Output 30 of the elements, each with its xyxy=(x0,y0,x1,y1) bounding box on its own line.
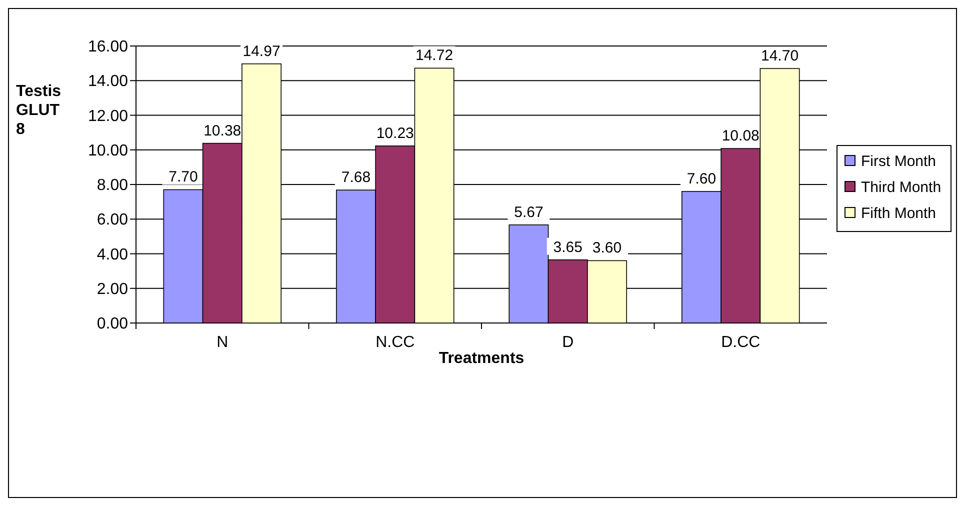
data-label: 10.38 xyxy=(204,122,242,140)
data-label: 7.60 xyxy=(686,170,716,188)
x-tick-label: D xyxy=(562,334,574,351)
data-label: 14.70 xyxy=(761,48,799,65)
x-tick-label: N xyxy=(216,334,228,351)
y-tick-label: 14.00 xyxy=(88,73,128,90)
data-label: 3.60 xyxy=(592,240,622,257)
legend-label: Third Month xyxy=(861,178,942,196)
data-label: 14.97 xyxy=(242,42,280,60)
y-tick-label: 2.00 xyxy=(96,280,128,298)
y-tick-label: 12.00 xyxy=(88,108,128,125)
legend-label: First Month xyxy=(861,152,936,170)
data-label: 7.68 xyxy=(341,169,371,186)
legend-label: Fifth Month xyxy=(861,204,936,222)
y-tick-label: 16.00 xyxy=(88,38,128,56)
x-axis-title: Treatments xyxy=(438,350,524,367)
y-tick-label: 10.00 xyxy=(88,142,128,160)
data-label: 10.08 xyxy=(722,127,760,144)
x-tick-label: N.CC xyxy=(376,334,415,351)
data-label: 5.67 xyxy=(514,204,544,221)
y-tick-label: 8.00 xyxy=(96,177,128,194)
data-label: 3.65 xyxy=(553,238,582,256)
x-tick-label: D.CC xyxy=(721,334,760,351)
y-tick-label: 6.00 xyxy=(96,212,128,229)
data-label: 7.70 xyxy=(168,168,198,186)
y-tick-label: 0.00 xyxy=(96,316,128,333)
data-label: 14.72 xyxy=(416,47,454,64)
data-label: 10.23 xyxy=(376,124,414,142)
y-axis-title: Testis GLUT 8 xyxy=(16,83,62,138)
y-tick-label: 4.00 xyxy=(96,246,128,264)
